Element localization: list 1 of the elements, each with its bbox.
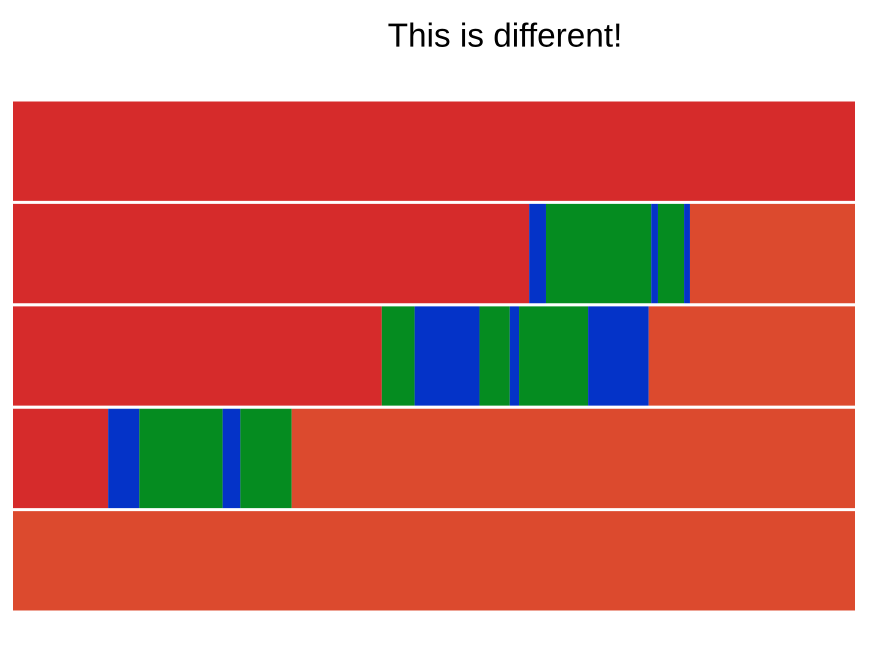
chart-title: This is different! <box>388 22 620 47</box>
